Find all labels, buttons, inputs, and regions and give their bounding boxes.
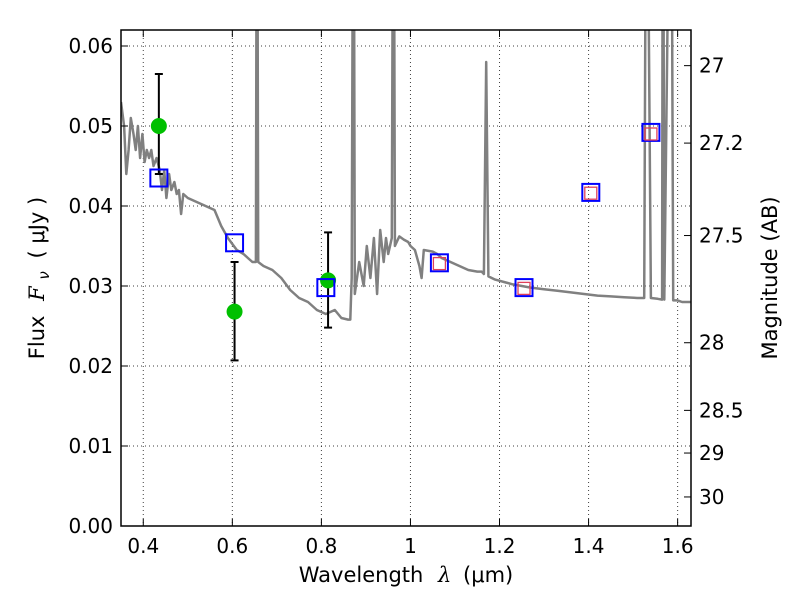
x-tick-label: 1.4 <box>573 534 605 558</box>
x-tick-label: 1.2 <box>484 534 516 558</box>
y-tick-label: 0.01 <box>68 434 113 458</box>
model-spectrum-line <box>121 30 691 321</box>
y2-tick-label: 29 <box>699 441 724 465</box>
x-tick-label: 0.6 <box>216 534 248 558</box>
y2-tick-label: 27.2 <box>699 131 744 155</box>
model-flux-square <box>641 122 661 142</box>
observed-flux-point <box>320 272 337 289</box>
y-tick-label: 0.00 <box>68 514 113 538</box>
observed-flux-point <box>150 118 167 134</box>
predicted-flux-square <box>517 281 531 296</box>
y2-tick-label: 30 <box>699 485 724 509</box>
y-tick-label: 0.04 <box>68 194 113 218</box>
model-flux-square <box>581 182 601 202</box>
y2-axis-title: Magnitude (AB) <box>758 196 782 359</box>
y-axis-title: Flux F ν ( μJy ) <box>25 197 54 359</box>
y-tick-label: 0.05 <box>68 114 113 138</box>
plot-frame <box>120 29 692 527</box>
model-flux-square <box>429 253 449 273</box>
y2-tick-label: 28.5 <box>699 398 744 422</box>
tick-layer: 0.4 0.6 0.8 1 1.2 1.4 1.6 0.00 0.01 0.02 0.03 0.04 0… <box>68 30 744 558</box>
predicted-flux-square <box>644 127 658 141</box>
predicted-flux-square <box>584 186 598 200</box>
predicted-flux-square <box>432 256 447 271</box>
observed-flux-point <box>226 303 243 320</box>
model-flux-square <box>149 168 169 188</box>
model-flux-square <box>225 233 245 253</box>
y2-tick-label: 27.5 <box>699 224 744 248</box>
grid-layer <box>121 30 691 527</box>
x-axis-title: Wavelength λ (μm) <box>299 563 513 587</box>
x-tick-label: 0.8 <box>305 534 337 558</box>
y2-tick-label: 28 <box>699 331 724 355</box>
model-flux-square <box>316 278 336 298</box>
y-tick-label: 0.03 <box>68 274 113 298</box>
x-tick-label: 1.6 <box>662 534 694 558</box>
model-flux-square <box>514 278 534 298</box>
y2-tick-label: 27 <box>699 54 724 78</box>
x-tick-label: 0.4 <box>127 534 159 558</box>
y-tick-label: 0.06 <box>68 34 113 58</box>
data-layer <box>121 30 691 362</box>
y-tick-label: 0.02 <box>68 354 113 378</box>
x-tick-label: 1 <box>404 534 417 558</box>
